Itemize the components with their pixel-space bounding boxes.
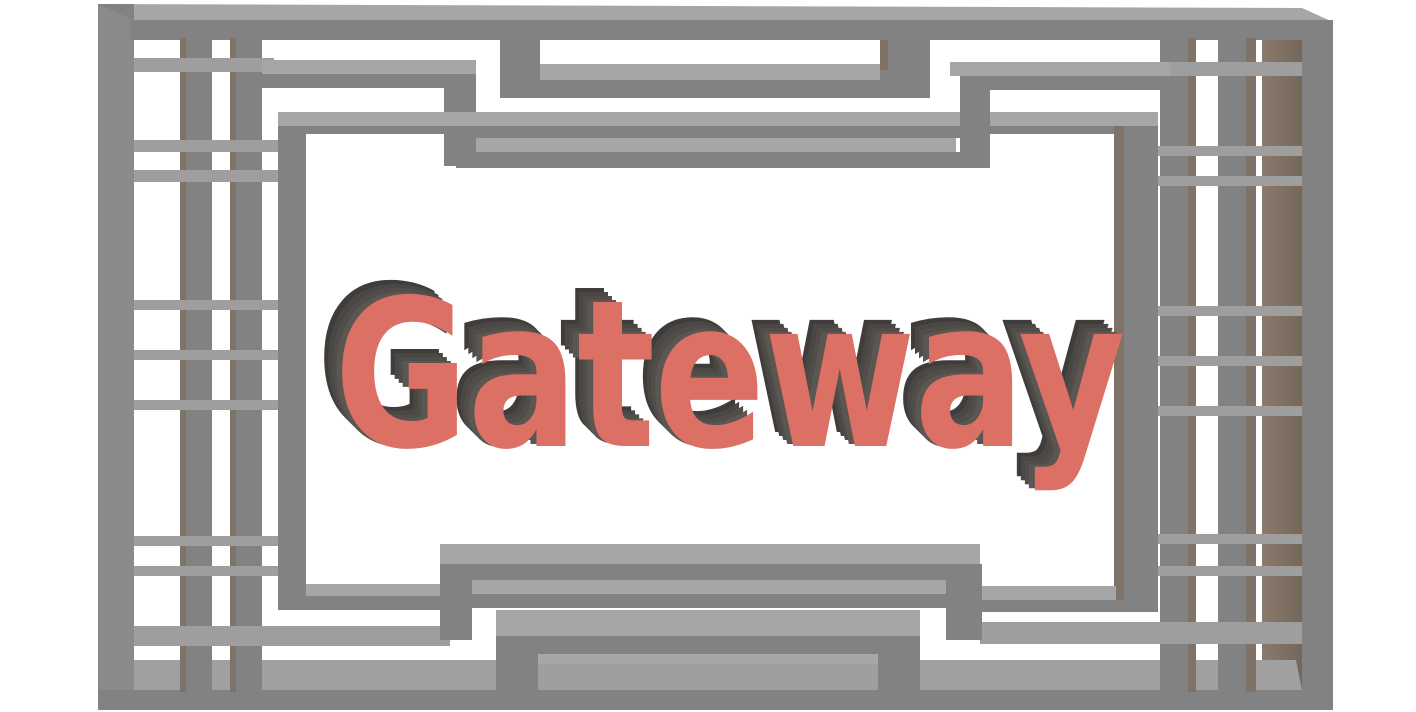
wordmark-extrude-back: Gateway <box>316 243 1106 481</box>
wordmark-extrude-mid1: Gateway <box>320 247 1110 485</box>
outer-frame <box>98 4 1333 710</box>
top-lattice <box>262 38 1170 168</box>
right-lattice <box>980 38 1302 692</box>
wordmark-face: Gateway <box>334 257 1124 495</box>
wordmark-extrude-mid2: Gateway <box>324 251 1114 489</box>
left-lattice <box>134 38 450 692</box>
wordmark-extrude-front: Gateway <box>328 255 1118 493</box>
inner-frame <box>278 112 1158 612</box>
wordmark: Gateway Gateway Gateway Gateway Gateway <box>316 243 1126 495</box>
bottom-lattice <box>440 544 1158 690</box>
